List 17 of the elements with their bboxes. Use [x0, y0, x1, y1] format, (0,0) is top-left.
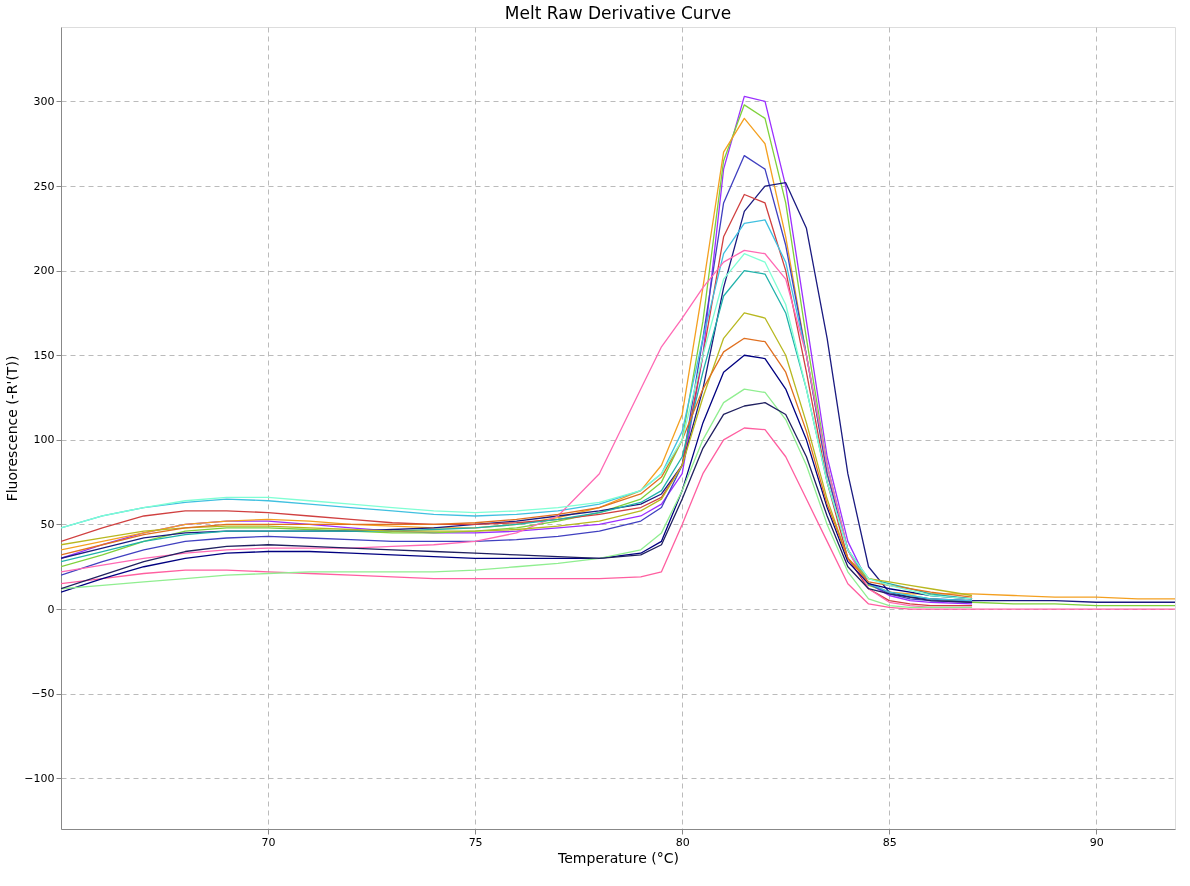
y-tick-label: −100 — [24, 771, 55, 785]
y-tick-label: 50 — [40, 517, 55, 531]
y-tick-label: 250 — [33, 179, 55, 193]
x-tick-label: 75 — [468, 835, 483, 849]
x-tick-label: 90 — [1089, 835, 1104, 849]
y-tick-label: 200 — [33, 264, 55, 278]
chart-title: Melt Raw Derivative Curve — [504, 3, 732, 23]
y-tick-label: 300 — [33, 94, 55, 108]
x-tick-label: 70 — [261, 835, 276, 849]
y-tick-label: −50 — [31, 687, 55, 701]
y-tick-label: 0 — [47, 602, 55, 616]
x-axis-title: Temperature (°C) — [557, 849, 679, 866]
x-tick-label: 85 — [882, 835, 897, 849]
x-tick-label: 80 — [675, 835, 690, 849]
y-tick-label: 100 — [33, 433, 55, 447]
y-tick-label: 150 — [33, 348, 55, 362]
y-axis-title: Fluorescence (-R'(T)) — [4, 355, 21, 502]
